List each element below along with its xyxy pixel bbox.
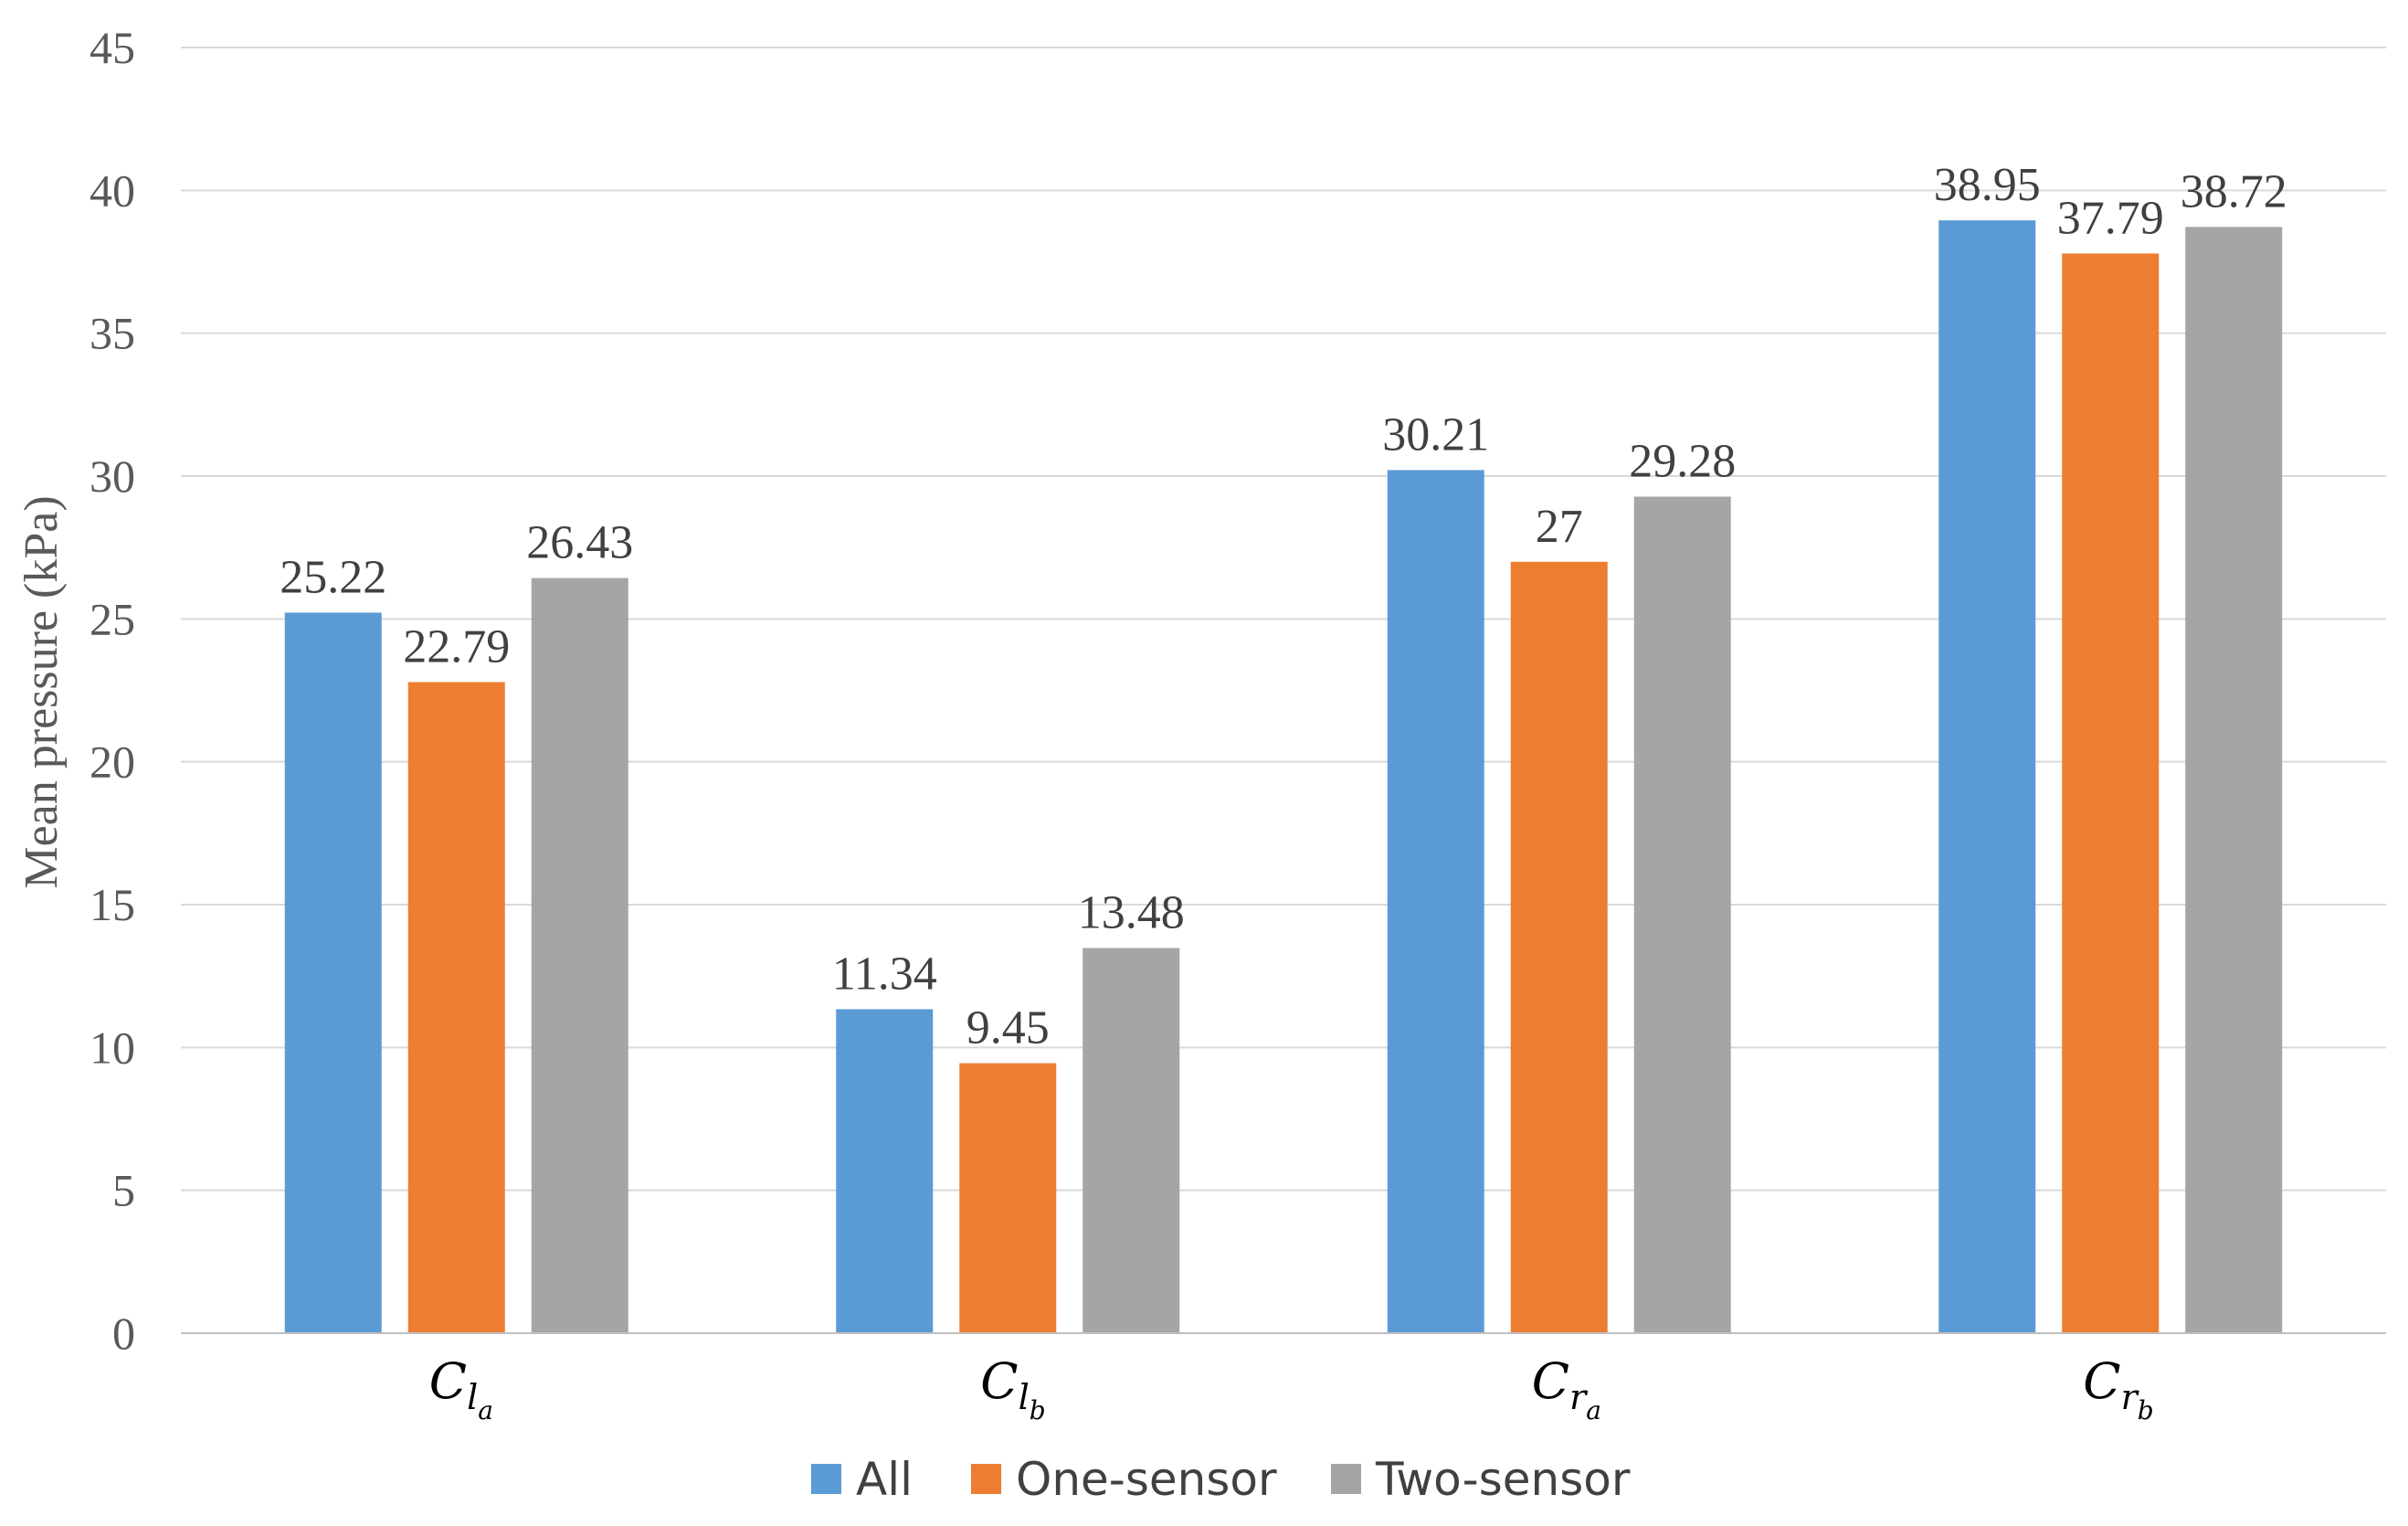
y-axis-label: Mean pressure (kPa) <box>16 495 68 888</box>
y-tick-label: 0 <box>112 1308 135 1359</box>
data-label: 26.43 <box>526 517 633 569</box>
gridlines <box>181 47 2386 1192</box>
legend-label: Two-sensor <box>1375 1453 1631 1506</box>
y-axis-ticks: 0 5 10 15 20 25 30 35 40 45 <box>90 22 135 1359</box>
y-tick-label: 15 <box>90 879 135 930</box>
x-category-label: Crb <box>2083 1352 2153 1425</box>
svg-text:Cla: Cla <box>429 1352 493 1425</box>
y-tick-label: 30 <box>90 450 135 502</box>
category-subscript: r <box>1569 1377 1589 1417</box>
legend-item-one-sensor: One-sensor <box>971 1453 1277 1506</box>
data-label: 22.79 <box>403 620 510 673</box>
y-tick-label: 5 <box>112 1165 135 1216</box>
bar-all-2 <box>1387 470 1484 1333</box>
legend-item-two-sensor: Two-sensor <box>1331 1453 1631 1506</box>
bar-two-sensor-3 <box>2185 227 2283 1334</box>
svg-text:Crb: Crb <box>2083 1352 2153 1425</box>
data-label: 25.22 <box>280 551 386 603</box>
category-subsubscript: b <box>1030 1395 1046 1425</box>
data-label: 27 <box>1536 501 1583 553</box>
legend-swatch <box>971 1464 1001 1494</box>
bar-one-sensor-3 <box>2062 253 2160 1334</box>
data-label: 29.28 <box>1629 436 1736 488</box>
data-labels: 25.22 11.34 30.21 38.95 22.79 9.45 27 37.79 26.4… <box>280 159 2287 1054</box>
y-tick-label: 10 <box>90 1022 135 1073</box>
data-label: 13.48 <box>1078 887 1185 939</box>
y-tick-label: 35 <box>90 308 135 359</box>
category-subsubscript: b <box>2138 1395 2154 1425</box>
data-label: 11.34 <box>832 948 937 1000</box>
bar-two-sensor-2 <box>1633 496 1731 1333</box>
legend-label: All <box>856 1453 913 1506</box>
y-tick-label: 20 <box>90 737 135 788</box>
x-category-label: Clb <box>980 1352 1045 1425</box>
legend-label: One-sensor <box>1016 1453 1277 1506</box>
bar-two-sensor-1 <box>1083 948 1180 1333</box>
data-label: 38.72 <box>2181 165 2287 217</box>
data-label: 38.95 <box>1934 159 2041 211</box>
category-subscript: l <box>467 1377 478 1417</box>
svg-text:Clb: Clb <box>980 1352 1045 1425</box>
category-main: C <box>429 1352 467 1410</box>
category-subscript: r <box>2121 1377 2140 1417</box>
data-label: 37.79 <box>2057 192 2164 244</box>
legend: All One-sensor Two-sensor <box>811 1453 1631 1506</box>
category-main: C <box>980 1352 1018 1410</box>
data-label: 9.45 <box>966 1002 1050 1054</box>
legend-item-all: All <box>811 1453 913 1506</box>
bar-two-sensor-0 <box>531 578 628 1333</box>
y-tick-label: 40 <box>90 164 135 216</box>
svg-text:Cra: Cra <box>1532 1352 1601 1425</box>
category-main: C <box>2083 1352 2120 1410</box>
category-main: C <box>1532 1352 1569 1410</box>
bar-one-sensor-2 <box>1510 561 1608 1333</box>
category-subscript: l <box>1019 1377 1030 1417</box>
bar-all-0 <box>284 612 382 1333</box>
bar-all-3 <box>1938 220 2036 1333</box>
bars <box>284 220 2283 1334</box>
x-category-label: Cla <box>429 1352 493 1425</box>
category-subsubscript: a <box>478 1395 493 1425</box>
bar-one-sensor-1 <box>959 1063 1057 1333</box>
data-label: 30.21 <box>1382 408 1489 461</box>
bar-one-sensor-0 <box>407 682 505 1333</box>
y-tick-label: 25 <box>90 593 135 644</box>
legend-swatch <box>1331 1464 1361 1494</box>
y-tick-label: 45 <box>90 22 135 73</box>
x-category-label: Cra <box>1532 1352 1601 1425</box>
bar-all-1 <box>836 1009 934 1333</box>
legend-swatch <box>811 1464 841 1494</box>
category-subsubscript: a <box>1586 1395 1601 1425</box>
